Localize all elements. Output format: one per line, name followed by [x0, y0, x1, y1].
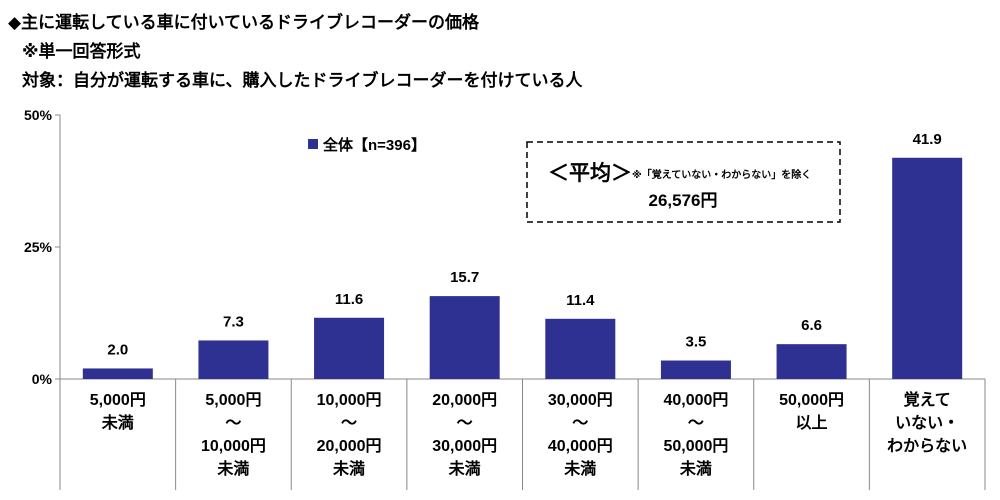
data-label: 11.6 [335, 291, 363, 308]
bar [429, 296, 500, 379]
category-label: 覚えて [904, 390, 951, 409]
category-label: 以上 [796, 414, 828, 432]
average-value: 26,576円 [649, 191, 718, 210]
category-label: 5,000円 [90, 391, 146, 409]
category-label: ～ [341, 415, 357, 432]
category-label: 未満 [563, 459, 596, 478]
category-label: 30,000円 [432, 437, 497, 455]
legend-label: 全体【n=396】 [322, 136, 426, 154]
data-label: 2.0 [107, 341, 128, 358]
data-label: 3.5 [686, 334, 707, 351]
y-tick-label: 25% [24, 239, 53, 255]
category-label: 30,000円 [548, 391, 613, 409]
average-box [526, 141, 841, 223]
target-note: 対象：自分が運転する車に、購入したドライブレコーダーを付けている人 [22, 71, 583, 91]
data-label: 15.7 [450, 269, 479, 286]
category-label: 50,000円 [779, 391, 844, 409]
category-label: 未満 [101, 413, 134, 432]
bar [314, 317, 385, 379]
bar [198, 340, 269, 379]
category-label: ～ [572, 415, 588, 432]
category-label: ～ [688, 415, 704, 432]
data-label: 6.6 [801, 317, 822, 334]
category-label: 40,000円 [663, 391, 728, 409]
category-label: 5,000円 [205, 391, 261, 409]
category-label: 未満 [332, 459, 365, 478]
bar [82, 368, 153, 379]
response-format-note: ※単一回答形式 [22, 42, 141, 62]
category-label: ～ [457, 415, 473, 432]
category-label: 10,000円 [317, 391, 382, 409]
y-tick-label: 0% [32, 371, 53, 387]
data-label: 11.4 [566, 292, 595, 309]
y-tick-label: 50% [24, 107, 53, 123]
category-label: 未満 [216, 459, 249, 478]
category-label: ～ [225, 415, 241, 432]
bar [545, 318, 616, 379]
category-label: いない・ [895, 414, 959, 432]
category-label: わからない [887, 437, 967, 455]
category-label: 未満 [679, 459, 712, 478]
data-label: 7.3 [223, 313, 244, 330]
chart-title: ◆主に運転している車に付いているドライブレコーダーの価格 [8, 13, 480, 33]
average-note: ※「覚えていない・わからない」を除く [632, 168, 811, 181]
legend-swatch [308, 139, 318, 149]
category-label: 10,000円 [201, 437, 266, 455]
category-label: 40,000円 [548, 437, 613, 455]
category-label: 50,000円 [663, 437, 728, 455]
bar [892, 157, 963, 379]
data-label: 41.9 [913, 131, 942, 148]
category-label: 20,000円 [317, 437, 382, 455]
category-label: 未満 [448, 459, 481, 478]
bar [660, 360, 731, 379]
category-label: 20,000円 [432, 391, 497, 409]
average-label: ＜平均＞ [548, 161, 632, 185]
bar [776, 344, 847, 379]
